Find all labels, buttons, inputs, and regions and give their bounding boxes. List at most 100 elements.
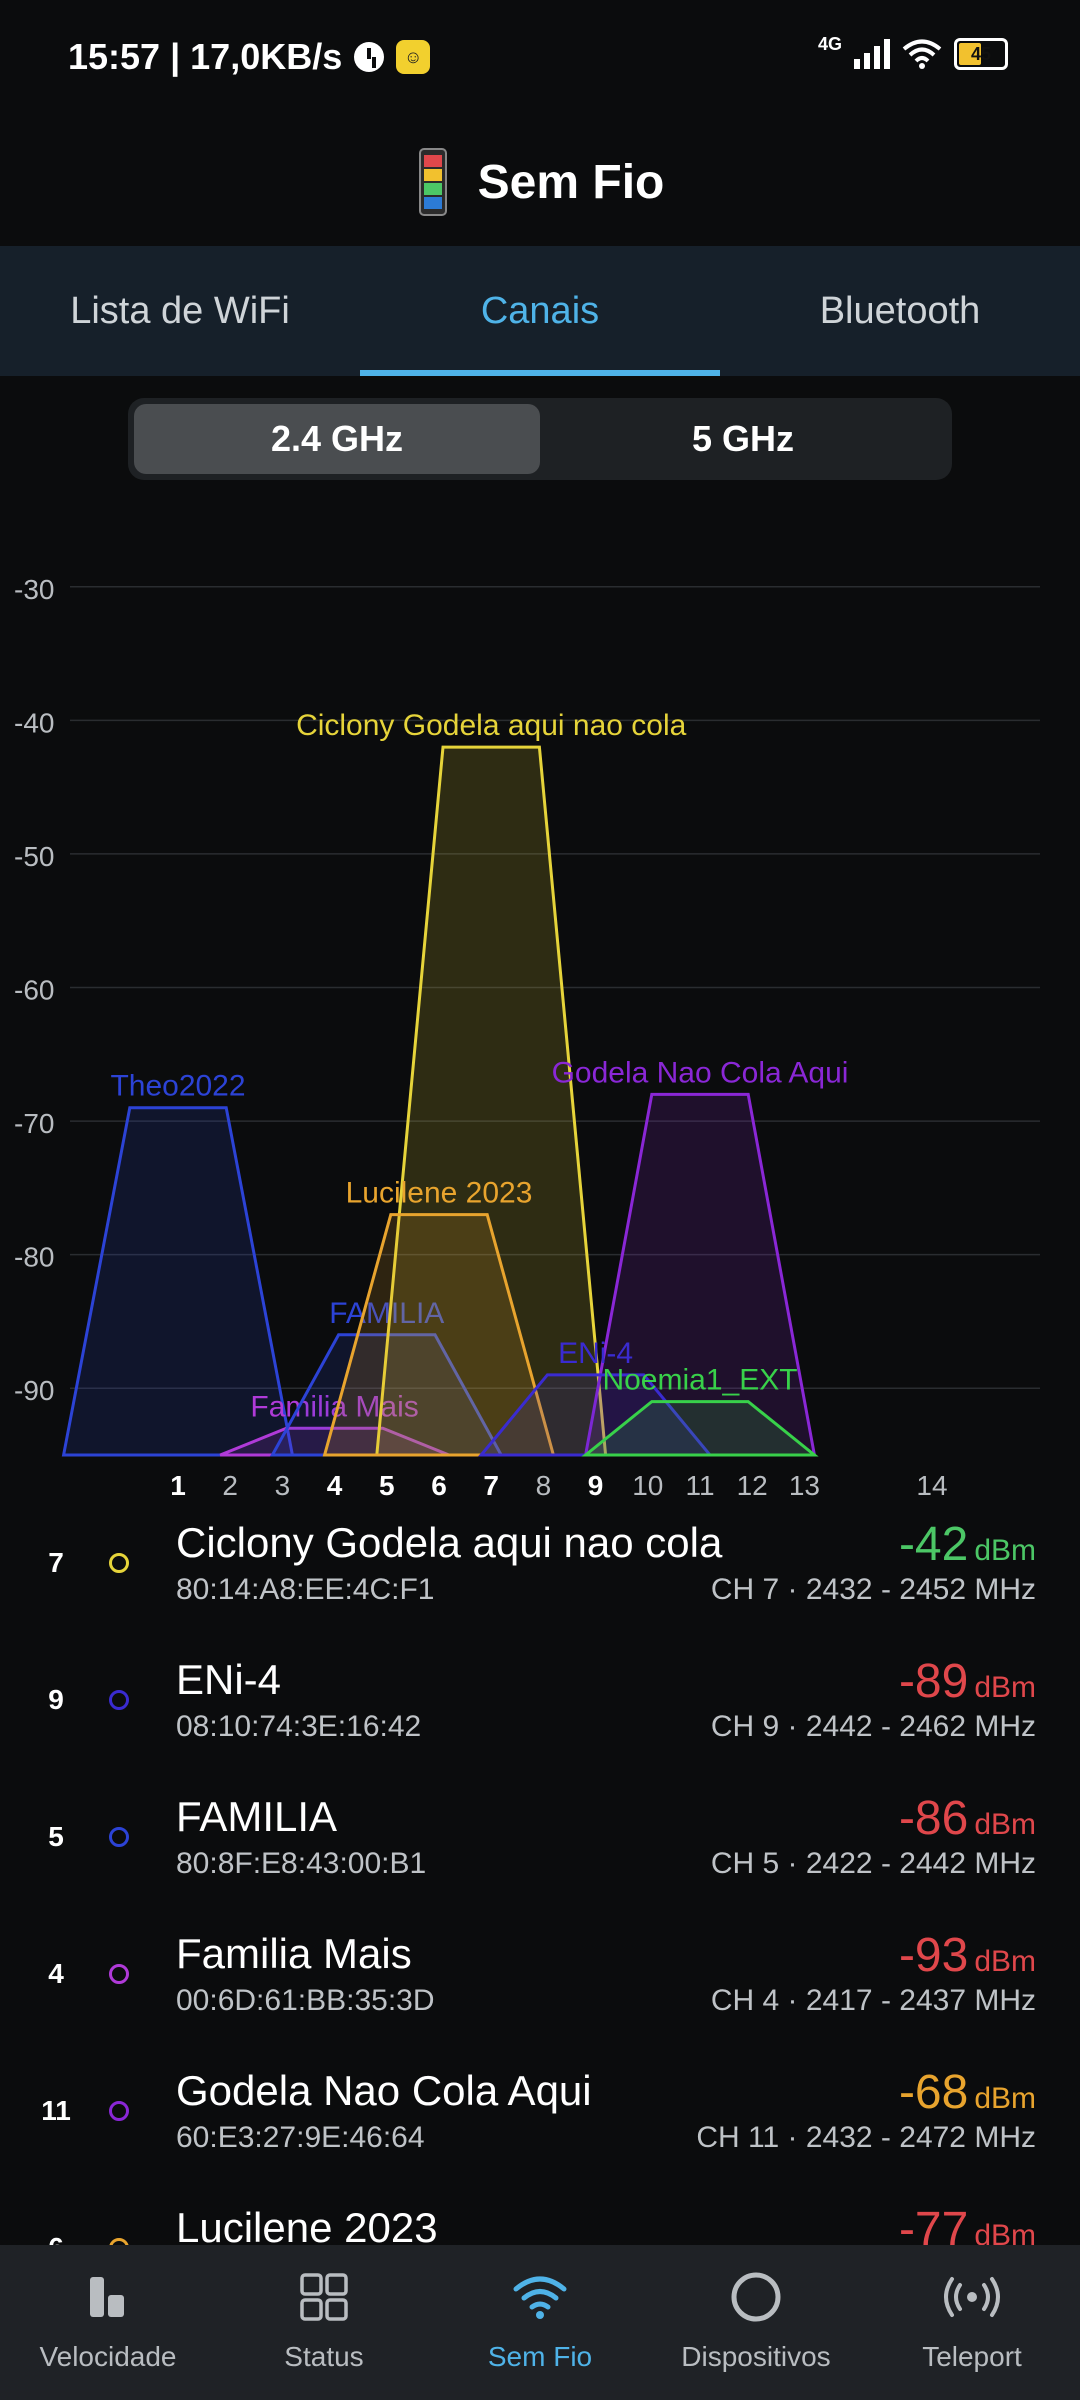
network-row[interactable]: 5 FAMILIA 80:8F:E8:43:00:B1 -86 dBm CH 5 · 24…: [0, 1779, 1080, 1916]
network-curve-label: ENi-4: [558, 1337, 633, 1370]
network-curve: [581, 1400, 819, 1457]
x-tick-label: 6: [431, 1470, 447, 1501]
network-signal: -68 dBm: [899, 2065, 1036, 2120]
network-curve-label: Godela Nao Cola Aqui: [552, 1056, 849, 1089]
nav-label: Teleport: [922, 2341, 1022, 2372]
tab-bluetooth[interactable]: Bluetooth: [720, 246, 1080, 376]
status-bar: 15:57 | 17,0KB/s ☺ 4G 45: [0, 0, 1080, 118]
tab-bar: Lista de WiFi Canais Bluetooth: [0, 246, 1080, 376]
app-header: Sem Fio: [0, 118, 1080, 246]
wifi-status-icon: [902, 39, 942, 69]
network-signal: -86 dBm: [899, 1791, 1036, 1846]
network-frequency: CH 7 · 2432 - 2452 MHz: [710, 1573, 1036, 1606]
y-tick-label: -90: [14, 1375, 54, 1406]
network-dbm: -93: [898, 1929, 969, 1982]
network-dbm-unit: dBm: [974, 2219, 1036, 2245]
x-tick-label: 9: [588, 1470, 604, 1501]
network-dbm-unit: dBm: [974, 1808, 1036, 1841]
network-dbm: -86: [898, 1792, 969, 1845]
network-channel: 5: [48, 1821, 64, 1852]
network-bssid: 60:E3:27:9E:46:64: [176, 2121, 425, 2154]
x-tick-label: 8: [536, 1470, 552, 1501]
network-bssid: 80:14:A8:EE:4C:F1: [176, 1573, 435, 1606]
network-dbm: -68: [898, 2066, 969, 2119]
network-ssid: ENi-4: [176, 1656, 282, 1703]
network-channel: 7: [48, 1547, 64, 1578]
network-dbm-unit: dBm: [974, 1945, 1036, 1978]
nav-label: Dispositivos: [681, 2341, 831, 2372]
x-tick-label: 7: [483, 1470, 499, 1501]
network-color-dot: [109, 1827, 129, 1847]
network-dbm-unit: dBm: [974, 1671, 1036, 1704]
nav-label: Sem Fio: [487, 2341, 593, 2372]
network-curve-label: Noemia1_EXT: [602, 1364, 797, 1397]
y-tick-label: -40: [14, 707, 54, 738]
network-color-dot: [109, 1690, 129, 1710]
network-dbm-unit: dBm: [974, 2082, 1036, 2115]
network-channel: 9: [48, 1684, 64, 1715]
network-dbm: -89: [898, 1655, 969, 1708]
x-tick-label: 2: [222, 1470, 238, 1501]
network-row[interactable]: 4 Familia Mais 00:6D:61:BB:35:3D -93 dBm CH 4…: [0, 1916, 1080, 2053]
network-bssid: 08:10:74:3E:16:42: [176, 1710, 422, 1743]
band-toggle: 2.4 GHz 5 GHz: [128, 398, 952, 480]
network-dbm: -42: [898, 1518, 969, 1571]
network-frequency: CH 11 · 2432 - 2472 MHz: [696, 2121, 1036, 2154]
tab-channels[interactable]: Canais: [360, 246, 720, 376]
network-curve-label: Lucilene 2023: [346, 1177, 533, 1210]
x-tick-label: 5: [379, 1470, 395, 1501]
network-ssid: Lucilene 2023: [176, 2204, 438, 2245]
network-ssid: Ciclony Godela aqui nao cola: [176, 1519, 723, 1566]
network-list: 7 Ciclony Godela aqui nao cola 80:14:A8:EE…: [0, 1505, 1080, 2245]
x-tick-label: 3: [275, 1470, 291, 1501]
network-type: 4G: [817, 33, 842, 54]
network-frequency: CH 9 · 2442 - 2462 MHz: [710, 1710, 1036, 1743]
nav-devices[interactable]: Dispositivos: [648, 2245, 864, 2400]
nav-teleport[interactable]: Teleport: [864, 2245, 1080, 2400]
x-tick-label: 13: [789, 1470, 820, 1501]
network-curve: [322, 1213, 556, 1457]
nav-status[interactable]: Status: [216, 2245, 432, 2400]
nav-label: Status: [284, 2341, 364, 2372]
y-tick-label: -60: [14, 975, 54, 1006]
x-tick-label: 4: [327, 1470, 343, 1501]
network-row[interactable]: 9 ENi-4 08:10:74:3E:16:42 -89 dBm CH 9 · 2442…: [0, 1642, 1080, 1779]
band-24ghz-button[interactable]: 2.4 GHz: [134, 404, 540, 474]
network-curve: [61, 1106, 295, 1457]
network-signal: -42 dBm: [899, 1517, 1036, 1572]
grid-icon: [300, 2273, 348, 2321]
network-signal: -93 dBm: [899, 1928, 1036, 1983]
status-time: 15:57 | 17,0KB/s: [68, 36, 343, 77]
network-frequency: CH 4 · 2417 - 2437 MHz: [710, 1984, 1036, 2017]
network-ssid: Godela Nao Cola Aqui: [176, 2067, 592, 2114]
network-row[interactable]: 7 Ciclony Godela aqui nao cola 80:14:A8:EE…: [0, 1505, 1080, 1642]
app-logo-icon: [418, 148, 447, 216]
battery-level: 45: [970, 43, 992, 64]
y-tick-label: -80: [14, 1242, 54, 1273]
band-5ghz-button[interactable]: 5 GHz: [691, 418, 795, 459]
network-ssid: FAMILIA: [176, 1793, 338, 1840]
battery-icon: 45: [954, 38, 1008, 70]
network-curve-label: FAMILIA: [329, 1297, 444, 1330]
network-bssid: 80:8F:E8:43:00:B1: [176, 1847, 427, 1880]
network-curve-label: Ciclony Godela aqui nao cola: [296, 709, 687, 742]
notification-app-icon: ☺: [396, 40, 431, 74]
nav-wireless[interactable]: Sem Fio: [432, 2245, 648, 2400]
network-row[interactable]: 11 Godela Nao Cola Aqui 60:E3:27:9E:46:64 -…: [0, 2053, 1080, 2190]
network-channel: 6: [36, 2232, 76, 2245]
network-bssid: 00:6D:61:BB:35:3D: [176, 1984, 435, 2017]
bottom-nav: Velocidade Status Sem Fio Dispositivos: [0, 2245, 1080, 2400]
x-tick-label: 14: [916, 1470, 947, 1501]
network-dbm-unit: dBm: [974, 1534, 1036, 1567]
wifi-icon: [513, 2276, 567, 2319]
network-frequency: CH 5 · 2422 - 2442 MHz: [710, 1847, 1036, 1880]
network-color-dot: [109, 1553, 129, 1573]
network-channel: 4: [48, 1958, 64, 1989]
tab-wifi-list[interactable]: Lista de WiFi: [0, 246, 360, 376]
nav-speed[interactable]: Velocidade: [0, 2245, 216, 2400]
y-tick-label: -30: [14, 574, 54, 605]
clock-icon: [354, 42, 385, 72]
x-tick-label: 1: [170, 1470, 186, 1501]
